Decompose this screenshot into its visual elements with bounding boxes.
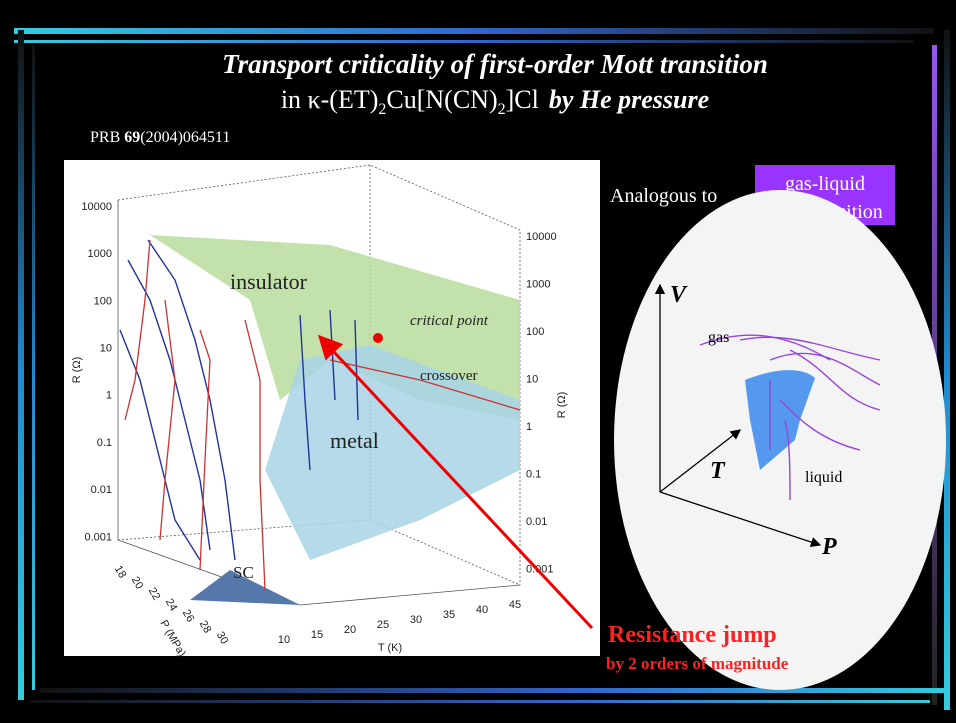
critical-point-dot	[373, 333, 383, 343]
frame-bar	[944, 30, 950, 710]
tick-label: 1	[526, 421, 532, 433]
tick-label: 0.01	[526, 516, 547, 528]
subtitle-part: Cu[N(CN)	[386, 85, 497, 114]
title: Transport criticality of first-order Mot…	[222, 49, 768, 79]
tick-label: 20	[344, 624, 356, 636]
tick-label: 30	[410, 614, 422, 626]
tick-label: 0.1	[526, 468, 541, 480]
reference: PRB 69(2004)064511	[90, 129, 230, 146]
axis-label: R (Ω)	[556, 392, 568, 419]
sc-label: SC	[233, 563, 254, 582]
callout-title: Resistance jump	[608, 622, 777, 648]
axis-label: R (Ω)	[71, 357, 83, 384]
subtitle-emph: by He pressure	[549, 85, 709, 114]
frame-bar	[40, 688, 950, 693]
tick-label: 40	[476, 604, 488, 616]
ref-rest: (2004)064511	[140, 129, 230, 146]
axis-label: T (K)	[378, 642, 402, 654]
subtitle-part: in κ-(ET)	[281, 85, 379, 114]
ref-volume: 69	[124, 129, 140, 146]
ref-prefix: PRB	[90, 129, 120, 146]
subscript: 2	[378, 101, 386, 118]
critical-point-label: critical point	[410, 313, 489, 329]
frame-bar	[32, 45, 35, 690]
tick-label: 1000	[526, 278, 550, 290]
analogy-prefix: Analogous to	[610, 185, 717, 207]
metal-label: metal	[330, 428, 379, 453]
tick-label: 10000	[526, 231, 557, 243]
frame-bar	[18, 30, 24, 700]
callout-text: by 2 orders of magnitude	[606, 654, 789, 673]
liquid-label: liquid	[805, 469, 842, 486]
axis-t: T	[710, 458, 726, 484]
tick-label: 10	[278, 634, 290, 646]
insulator-label: insulator	[230, 269, 308, 294]
slide: Transport criticality of first-order Mot…	[0, 0, 956, 723]
axis-p: P	[821, 534, 837, 560]
gas-label: gas	[708, 329, 729, 346]
tick-label: 25	[377, 619, 389, 631]
frame-bar	[30, 700, 930, 703]
tick-label: 0.001	[84, 531, 112, 543]
tick-label: 100	[94, 295, 112, 307]
tick-label: 10000	[81, 201, 112, 213]
tick-label: 45	[509, 599, 521, 611]
subtitle-part: ]Cl	[506, 85, 539, 114]
subscript: 2	[498, 101, 506, 118]
tick-label: 100	[526, 326, 544, 338]
crossover-label: crossover	[420, 368, 477, 384]
figure: insulator metal critical point crossover…	[64, 160, 600, 659]
tick-label: 10	[100, 343, 112, 355]
tick-label: 10	[526, 373, 538, 385]
frame-bar	[14, 28, 934, 34]
tick-label: 1	[106, 390, 112, 402]
frame-bar	[14, 40, 914, 43]
tick-label: 1000	[88, 248, 112, 260]
tick-label: 0.01	[91, 484, 112, 496]
tick-label: 15	[311, 629, 323, 641]
tick-label: 0.1	[97, 437, 112, 449]
axis-v: V	[670, 282, 688, 308]
tick-label: 35	[443, 609, 455, 621]
